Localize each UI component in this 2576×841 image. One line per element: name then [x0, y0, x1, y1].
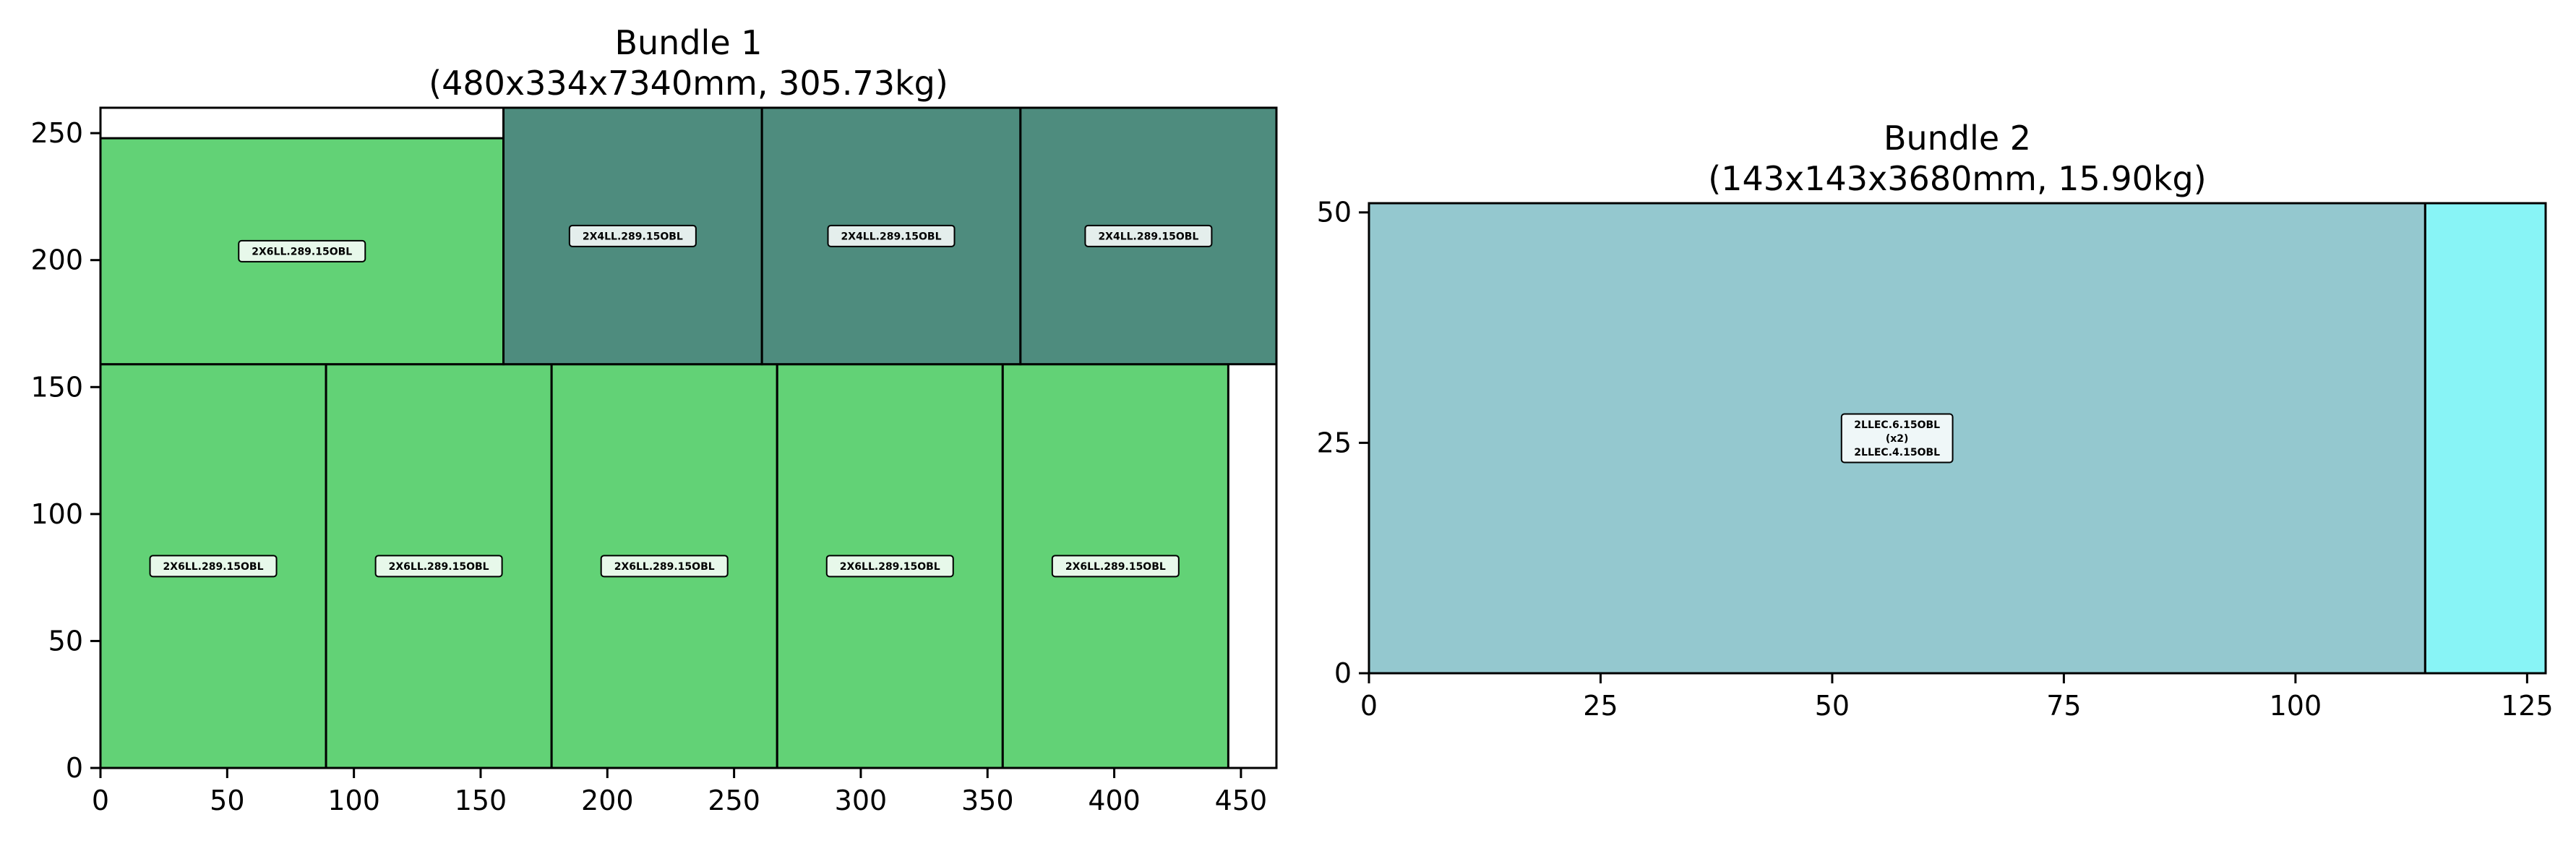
item-label-box — [1084, 224, 1213, 247]
chart-title-line: Bundle 1 — [614, 23, 762, 62]
item-label-box — [238, 239, 366, 262]
x-tick-label: 0 — [92, 785, 109, 816]
item-label: 2X6LL.289.15OBL — [1065, 561, 1166, 573]
item-label: 2X6LL.289.15OBL — [840, 561, 940, 573]
y-tick-label: 100 — [30, 498, 83, 530]
chart-title-line: Bundle 2 — [1884, 119, 2031, 158]
x-tick-label: 50 — [210, 785, 244, 816]
y-tick-label: 0 — [66, 752, 83, 784]
item-label: (x2) — [1886, 433, 1909, 445]
x-tick-label: 50 — [1815, 690, 1850, 722]
x-tick-label: 0 — [1360, 690, 1378, 722]
item-label: 2X6LL.289.15OBL — [389, 561, 489, 573]
item-label: 2X6LL.289.15OBL — [163, 561, 264, 573]
x-tick-label: 25 — [1583, 690, 1618, 722]
x-tick-label: 250 — [708, 785, 760, 816]
axes-frame — [1368, 202, 2547, 675]
item-rect — [2423, 202, 2547, 675]
item-label: 2LLEC.6.15OBL — [1854, 419, 1940, 431]
x-tick-label: 400 — [1088, 785, 1141, 816]
y-tick-label: 0 — [1334, 657, 1352, 689]
item-label: 2X4LL.289.15OBL — [1098, 231, 1198, 242]
y-tick-label: 200 — [30, 244, 83, 276]
item-label-box — [825, 555, 954, 578]
y-tick-label: 50 — [48, 625, 83, 657]
item-label: 2LLEC.4.15OBL — [1854, 447, 1940, 458]
y-tick-label: 25 — [1317, 427, 1352, 458]
y-tick-label: 50 — [1317, 197, 1352, 229]
x-tick-label: 100 — [327, 785, 380, 816]
item-label-box — [827, 224, 956, 247]
y-tick-label: 150 — [30, 371, 83, 403]
panel-bundle-2: Bundle 2(143x143x3680mm, 15.90kg) 2LLEC.6… — [1317, 119, 2554, 722]
x-tick-label: 125 — [2501, 690, 2554, 722]
chart-title-line: (143x143x3680mm, 15.90kg) — [1708, 159, 2206, 198]
axes-frame — [99, 106, 1278, 769]
x-tick-label: 300 — [835, 785, 888, 816]
x-tick-label: 350 — [961, 785, 1014, 816]
y-tick-label: 250 — [30, 117, 83, 149]
item-label: 2X6LL.289.15OBL — [614, 561, 715, 573]
x-tick-label: 200 — [581, 785, 634, 816]
x-tick-label: 100 — [2270, 690, 2322, 722]
item-label-box — [568, 224, 697, 247]
item-label-box — [1051, 555, 1180, 578]
x-tick-label: 450 — [1215, 785, 1268, 816]
x-tick-label: 75 — [2046, 690, 2081, 722]
chart-title-line: (480x334x7340mm, 305.73kg) — [429, 64, 948, 103]
item-label: 2X4LL.289.15OBL — [841, 231, 942, 242]
x-tick-label: 150 — [455, 785, 507, 816]
panel-bundle-1: Bundle 1(480x334x7340mm, 305.73kg) 2X6LL.… — [30, 23, 1278, 816]
item-label-box — [600, 555, 729, 578]
item-label: 2X6LL.289.15OBL — [252, 246, 352, 257]
item-label-box — [149, 555, 278, 578]
item-label-box — [374, 555, 503, 578]
item-label: 2X4LL.289.15OBL — [583, 231, 683, 242]
item-label-box — [1840, 413, 1954, 464]
